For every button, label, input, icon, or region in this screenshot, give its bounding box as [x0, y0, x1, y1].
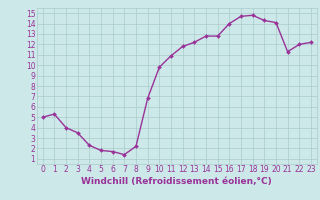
X-axis label: Windchill (Refroidissement éolien,°C): Windchill (Refroidissement éolien,°C) — [81, 177, 272, 186]
